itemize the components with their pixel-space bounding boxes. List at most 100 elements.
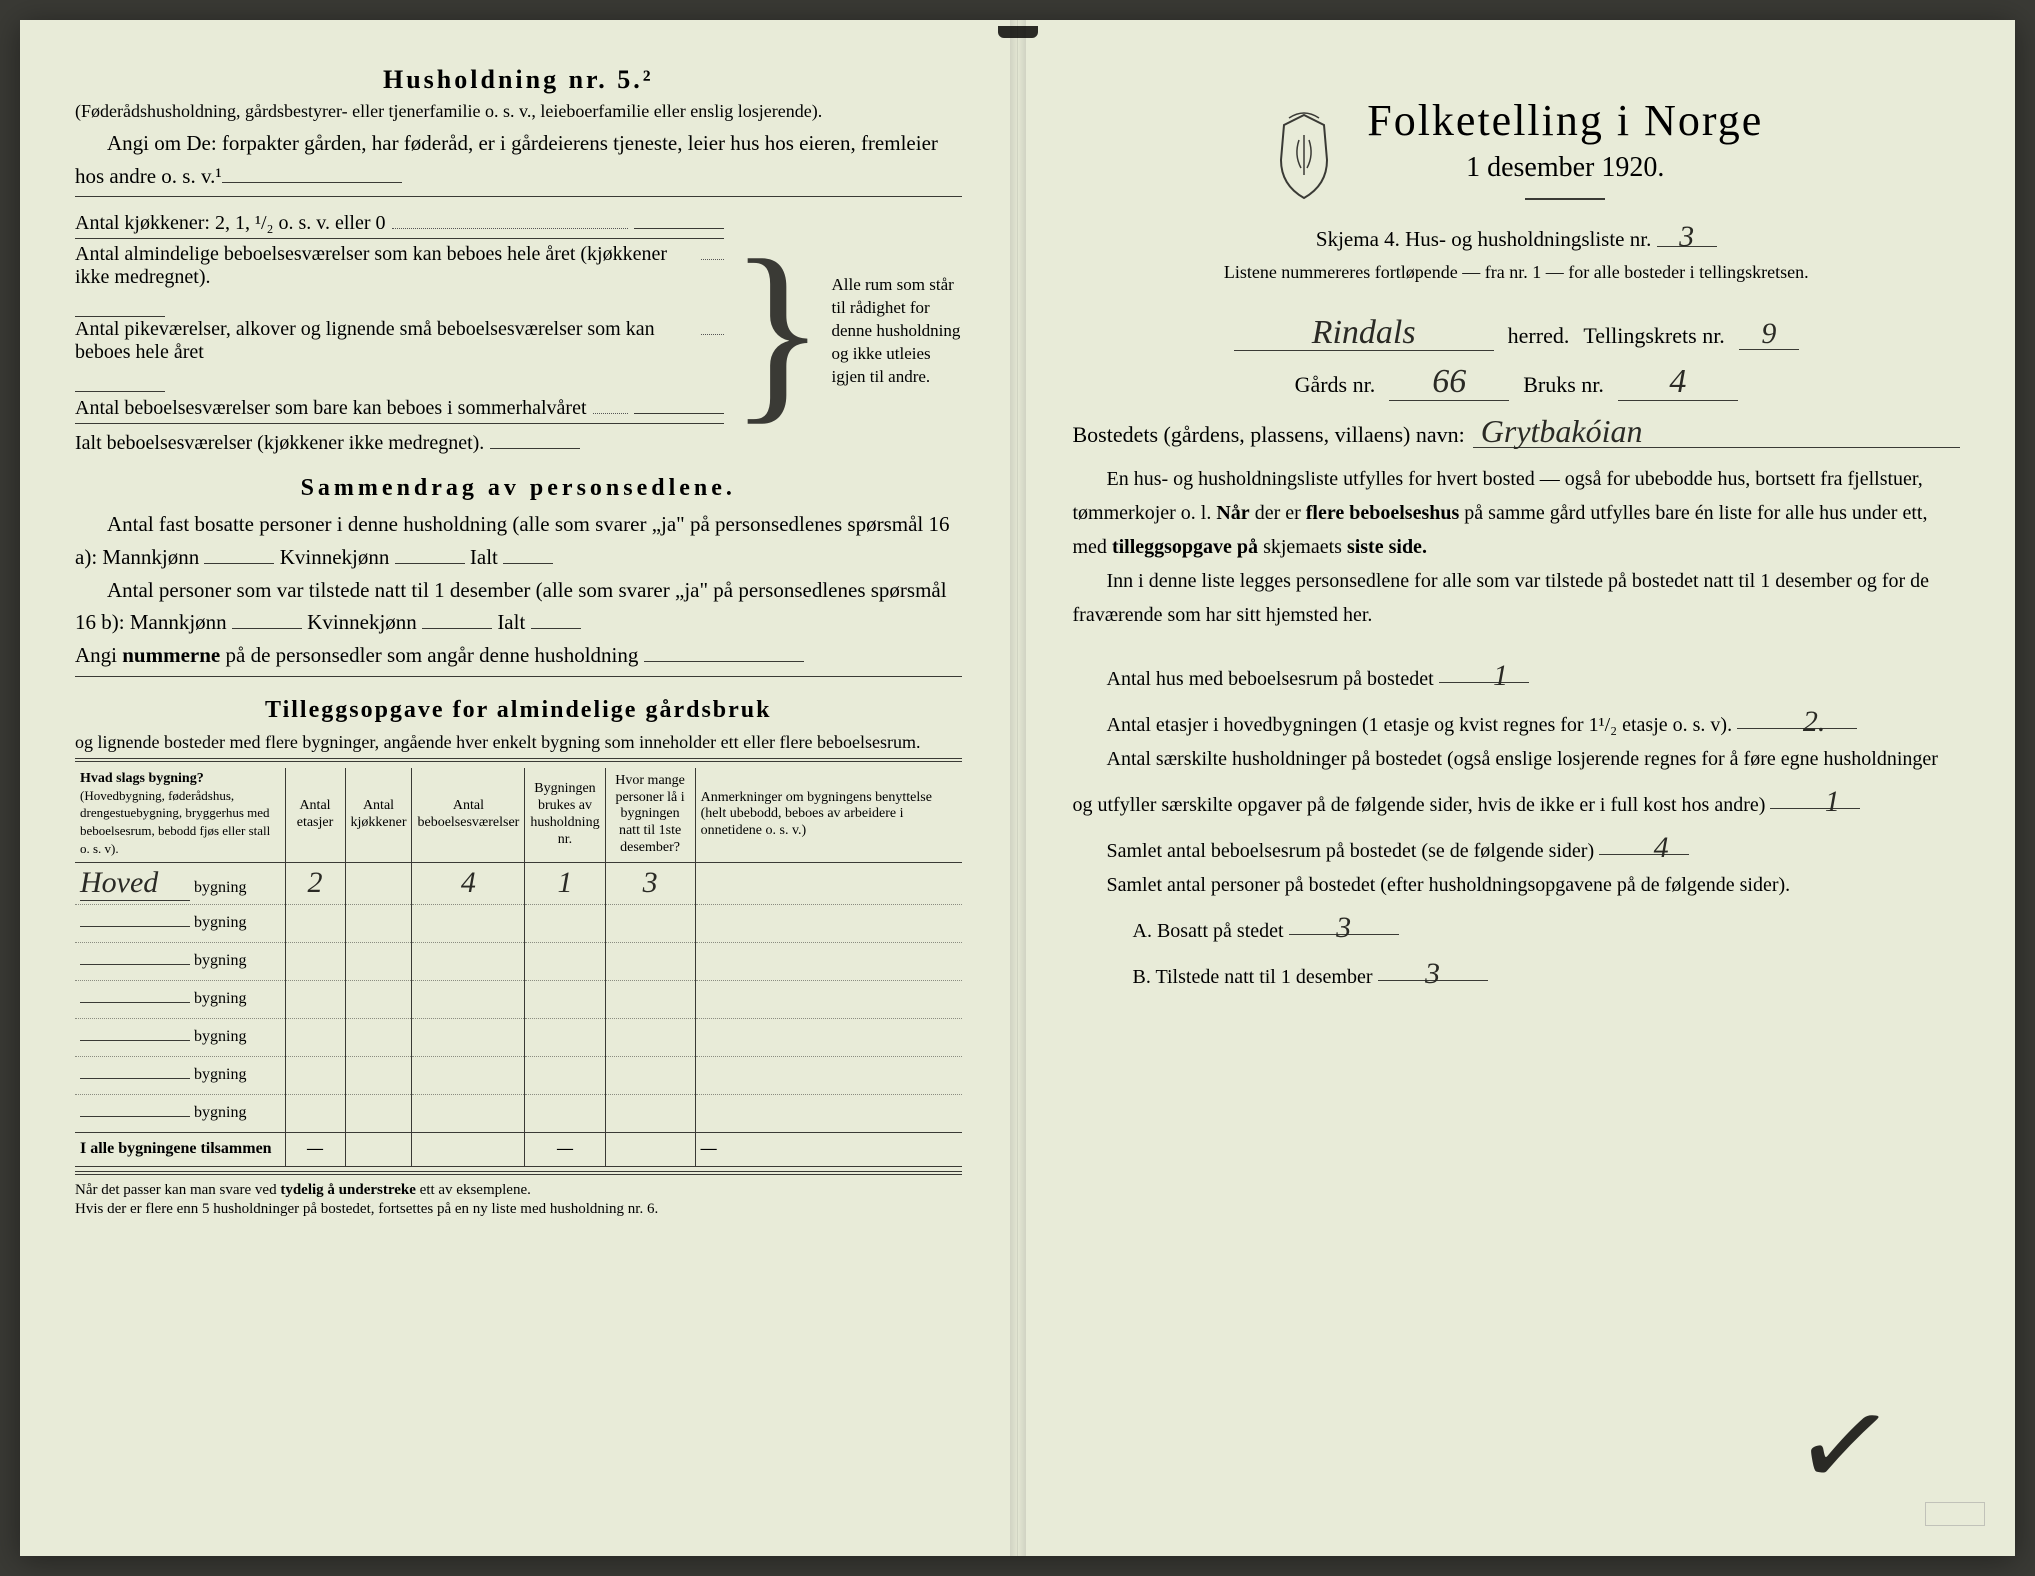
kitchen-fill[interactable] <box>634 207 724 229</box>
row-hushold[interactable] <box>525 1094 605 1132</box>
q-samlet-rom-label: Samlet antal beboelsesrum på bostedet (s… <box>1107 840 1595 862</box>
tellingskrets-nr[interactable]: 9 <box>1739 317 1799 350</box>
col-0-sub: (Hovedbygning, føderådshus, drengestueby… <box>80 788 270 856</box>
tillegg-sub: og lignende bosteder med flere bygninger… <box>75 730 962 754</box>
hr-r <box>75 423 724 424</box>
ialt2-fill[interactable] <box>531 606 581 629</box>
row-hushold[interactable]: 1 <box>525 862 605 904</box>
row-personer[interactable] <box>605 980 695 1018</box>
q-b-label: B. Tilstede natt til 1 desember <box>1133 966 1373 988</box>
row-beboelser[interactable] <box>412 904 525 942</box>
tillegg-heading: Tilleggsopgave for almindelige gårdsbruk <box>75 697 962 724</box>
room-fill-1[interactable] <box>75 370 165 392</box>
row-beboelser[interactable] <box>412 1094 525 1132</box>
sub-title: 1 desember 1920. <box>1367 152 1763 184</box>
row-beboelser[interactable] <box>412 1018 525 1056</box>
bruks-nr[interactable]: 4 <box>1618 363 1738 400</box>
q-hush-val[interactable]: 1 <box>1770 776 1860 809</box>
row-etasjer[interactable] <box>285 904 345 942</box>
row-etasjer[interactable]: 2 <box>285 862 345 904</box>
row-anm[interactable] <box>695 904 961 942</box>
row-etasjer[interactable] <box>285 1018 345 1056</box>
q-b-val[interactable]: 3 <box>1378 948 1488 981</box>
col-3: Antal beboelsesværelser <box>412 768 525 862</box>
row-anm[interactable] <box>695 1018 961 1056</box>
row-hushold[interactable] <box>525 942 605 980</box>
gards-nr[interactable]: 66 <box>1389 363 1509 400</box>
row-beboelser[interactable] <box>412 1056 525 1094</box>
row-kjokkener[interactable] <box>345 904 412 942</box>
row-etasjer[interactable] <box>285 980 345 1018</box>
row-personer[interactable] <box>605 942 695 980</box>
row-anm[interactable] <box>695 862 961 904</box>
room-fill-3[interactable] <box>490 427 580 449</box>
skjema-nr[interactable]: 3 <box>1657 214 1717 247</box>
row-personer[interactable] <box>605 1018 695 1056</box>
herred-value[interactable]: Rindals <box>1234 314 1494 351</box>
census-document: Husholdning nr. 5.² (Føderådshusholdning… <box>20 20 2015 1556</box>
kvinne1-fill[interactable] <box>395 541 465 564</box>
row-hushold[interactable] <box>525 904 605 942</box>
q-hush: Antal særskilte husholdninger på bostede… <box>1073 742 1961 822</box>
row-etasjer[interactable] <box>285 1094 345 1132</box>
mann2-fill[interactable] <box>232 606 302 629</box>
row-beboelser[interactable] <box>412 980 525 1018</box>
total-kjokkener <box>345 1132 412 1166</box>
row-kjokkener[interactable] <box>345 1094 412 1132</box>
q-etasjer-label: Antal etasjer i hovedbygningen (1 etasje… <box>1107 714 1733 736</box>
row-etasjer[interactable] <box>285 1056 345 1094</box>
row-personer[interactable] <box>605 1056 695 1094</box>
row-name[interactable] <box>80 1002 190 1003</box>
footnote: Når det passer kan man svare ved tydelig… <box>75 1181 962 1220</box>
mann1-fill[interactable] <box>204 541 274 564</box>
row-name[interactable] <box>80 926 190 927</box>
room-fill-0[interactable] <box>75 295 165 317</box>
row-personer[interactable] <box>605 904 695 942</box>
row-hushold[interactable] <box>525 980 605 1018</box>
row-suffix: bygning <box>194 914 246 931</box>
row-anm[interactable] <box>695 1094 961 1132</box>
row-hushold[interactable] <box>525 1056 605 1094</box>
q-hus: Antal hus med beboelsesrum på bostedet 1 <box>1073 650 1961 696</box>
row-beboelser[interactable] <box>412 942 525 980</box>
q-etasjer-val[interactable]: 2. <box>1737 696 1857 729</box>
angi-num-fill[interactable] <box>644 639 804 662</box>
row-personer[interactable] <box>605 1094 695 1132</box>
room-row-1: Antal pikeværelser, alkover og lignende … <box>75 317 724 392</box>
row-kjokkener[interactable] <box>345 862 412 904</box>
q-samlet-rom-val[interactable]: 4 <box>1599 822 1689 855</box>
angi-num-line: Angi nummerne på de personsedler som ang… <box>75 639 962 672</box>
bosted-value[interactable]: Grytbakóian <box>1473 413 1960 448</box>
row-name[interactable] <box>80 1116 190 1117</box>
row-suffix: bygning <box>194 879 246 896</box>
row-name[interactable]: Hoved <box>80 866 190 901</box>
sammendrag-heading: Sammendrag av personsedlene. <box>75 475 962 502</box>
kvinne2-fill[interactable] <box>422 606 492 629</box>
gards-line: Gårds nr. 66 Bruks nr. 4 <box>1073 363 1961 400</box>
row-kjokkener[interactable] <box>345 942 412 980</box>
row-anm[interactable] <box>695 1056 961 1094</box>
row-suffix: bygning <box>194 1028 246 1045</box>
room-fill-2[interactable] <box>634 392 724 414</box>
right-page: Folketelling i Norge 1 desember 1920. Sk… <box>1018 20 2016 1556</box>
col-2: Antal kjøkkener <box>345 768 412 862</box>
household-heading-paren: (Føderådshusholdning, gårdsbestyrer- ell… <box>75 99 962 123</box>
angi-fill[interactable] <box>222 160 402 183</box>
ialt1-fill[interactable] <box>503 541 553 564</box>
row-personer[interactable]: 3 <box>605 862 695 904</box>
table-row: Hoved bygning 2 413 <box>75 862 962 904</box>
row-kjokkener[interactable] <box>345 980 412 1018</box>
row-beboelser[interactable]: 4 <box>412 862 525 904</box>
q-hus-val[interactable]: 1 <box>1439 650 1529 683</box>
row-name[interactable] <box>80 964 190 965</box>
row-anm[interactable] <box>695 980 961 1018</box>
row-hushold[interactable] <box>525 1018 605 1056</box>
row-etasjer[interactable] <box>285 942 345 980</box>
row-name[interactable] <box>80 1078 190 1079</box>
row-name[interactable] <box>80 1040 190 1041</box>
row-kjokkener[interactable] <box>345 1056 412 1094</box>
row-kjokkener[interactable] <box>345 1018 412 1056</box>
q-a-val[interactable]: 3 <box>1289 902 1399 935</box>
row-anm[interactable] <box>695 942 961 980</box>
checkmark-icon: ✓ <box>1785 1371 1904 1523</box>
